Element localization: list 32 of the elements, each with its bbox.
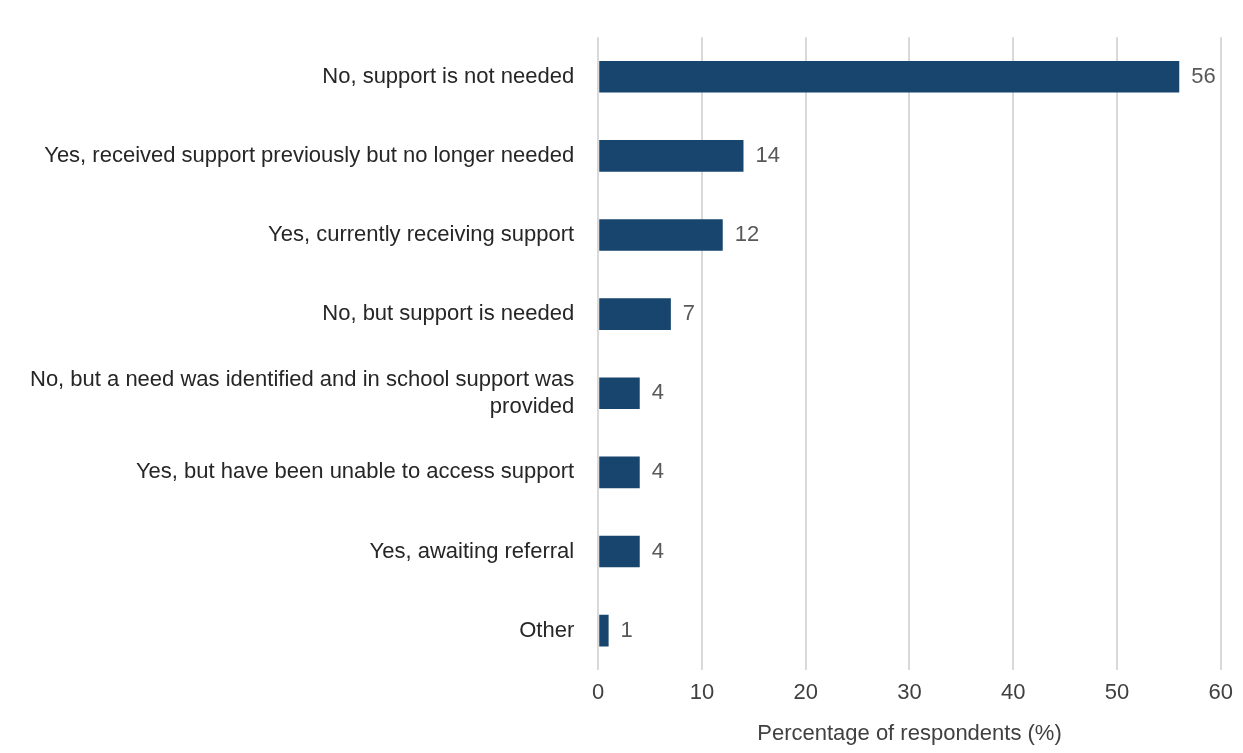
y-tick-label: Other bbox=[519, 616, 575, 642]
bar bbox=[599, 535, 640, 568]
bar bbox=[599, 60, 1180, 93]
y-tick-label: Yes, received support previously but no longer needed bbox=[44, 141, 575, 167]
x-tick-label: 40 bbox=[1001, 679, 1026, 705]
data-label: 4 bbox=[651, 379, 664, 405]
x-tick-label: 30 bbox=[897, 679, 922, 705]
data-label: 4 bbox=[651, 537, 664, 563]
bar bbox=[599, 614, 609, 647]
bar bbox=[599, 456, 640, 489]
x-tick-label: 0 bbox=[592, 679, 605, 705]
data-label: 1 bbox=[620, 616, 633, 642]
data-label: 12 bbox=[734, 221, 760, 247]
y-tick-label: Yes, awaiting referral bbox=[369, 537, 575, 563]
y-tick-label: No, support is not needed bbox=[322, 62, 575, 88]
y-tick-label: No, but a need was identified and in school support was provided bbox=[30, 366, 575, 418]
bar bbox=[599, 377, 640, 410]
x-tick-label: 20 bbox=[793, 679, 818, 705]
x-axis-title: Percentage of respondents (%) bbox=[757, 719, 1062, 745]
x-tick-label: 50 bbox=[1104, 679, 1130, 705]
y-tick-label: Yes, but have been unable to access support bbox=[135, 458, 575, 484]
data-label: 56 bbox=[1191, 62, 1216, 88]
x-tick-label: 60 bbox=[1208, 679, 1234, 705]
bar bbox=[599, 219, 723, 251]
data-label: 4 bbox=[651, 458, 664, 484]
x-tick-label: 10 bbox=[689, 679, 715, 705]
bar bbox=[599, 140, 744, 172]
y-tick-label: Yes, currently receiving support bbox=[268, 221, 575, 247]
data-label: 7 bbox=[682, 300, 696, 326]
data-label: 14 bbox=[755, 141, 780, 167]
bar bbox=[599, 298, 671, 330]
y-tick-label: No, but support is needed bbox=[322, 300, 575, 326]
